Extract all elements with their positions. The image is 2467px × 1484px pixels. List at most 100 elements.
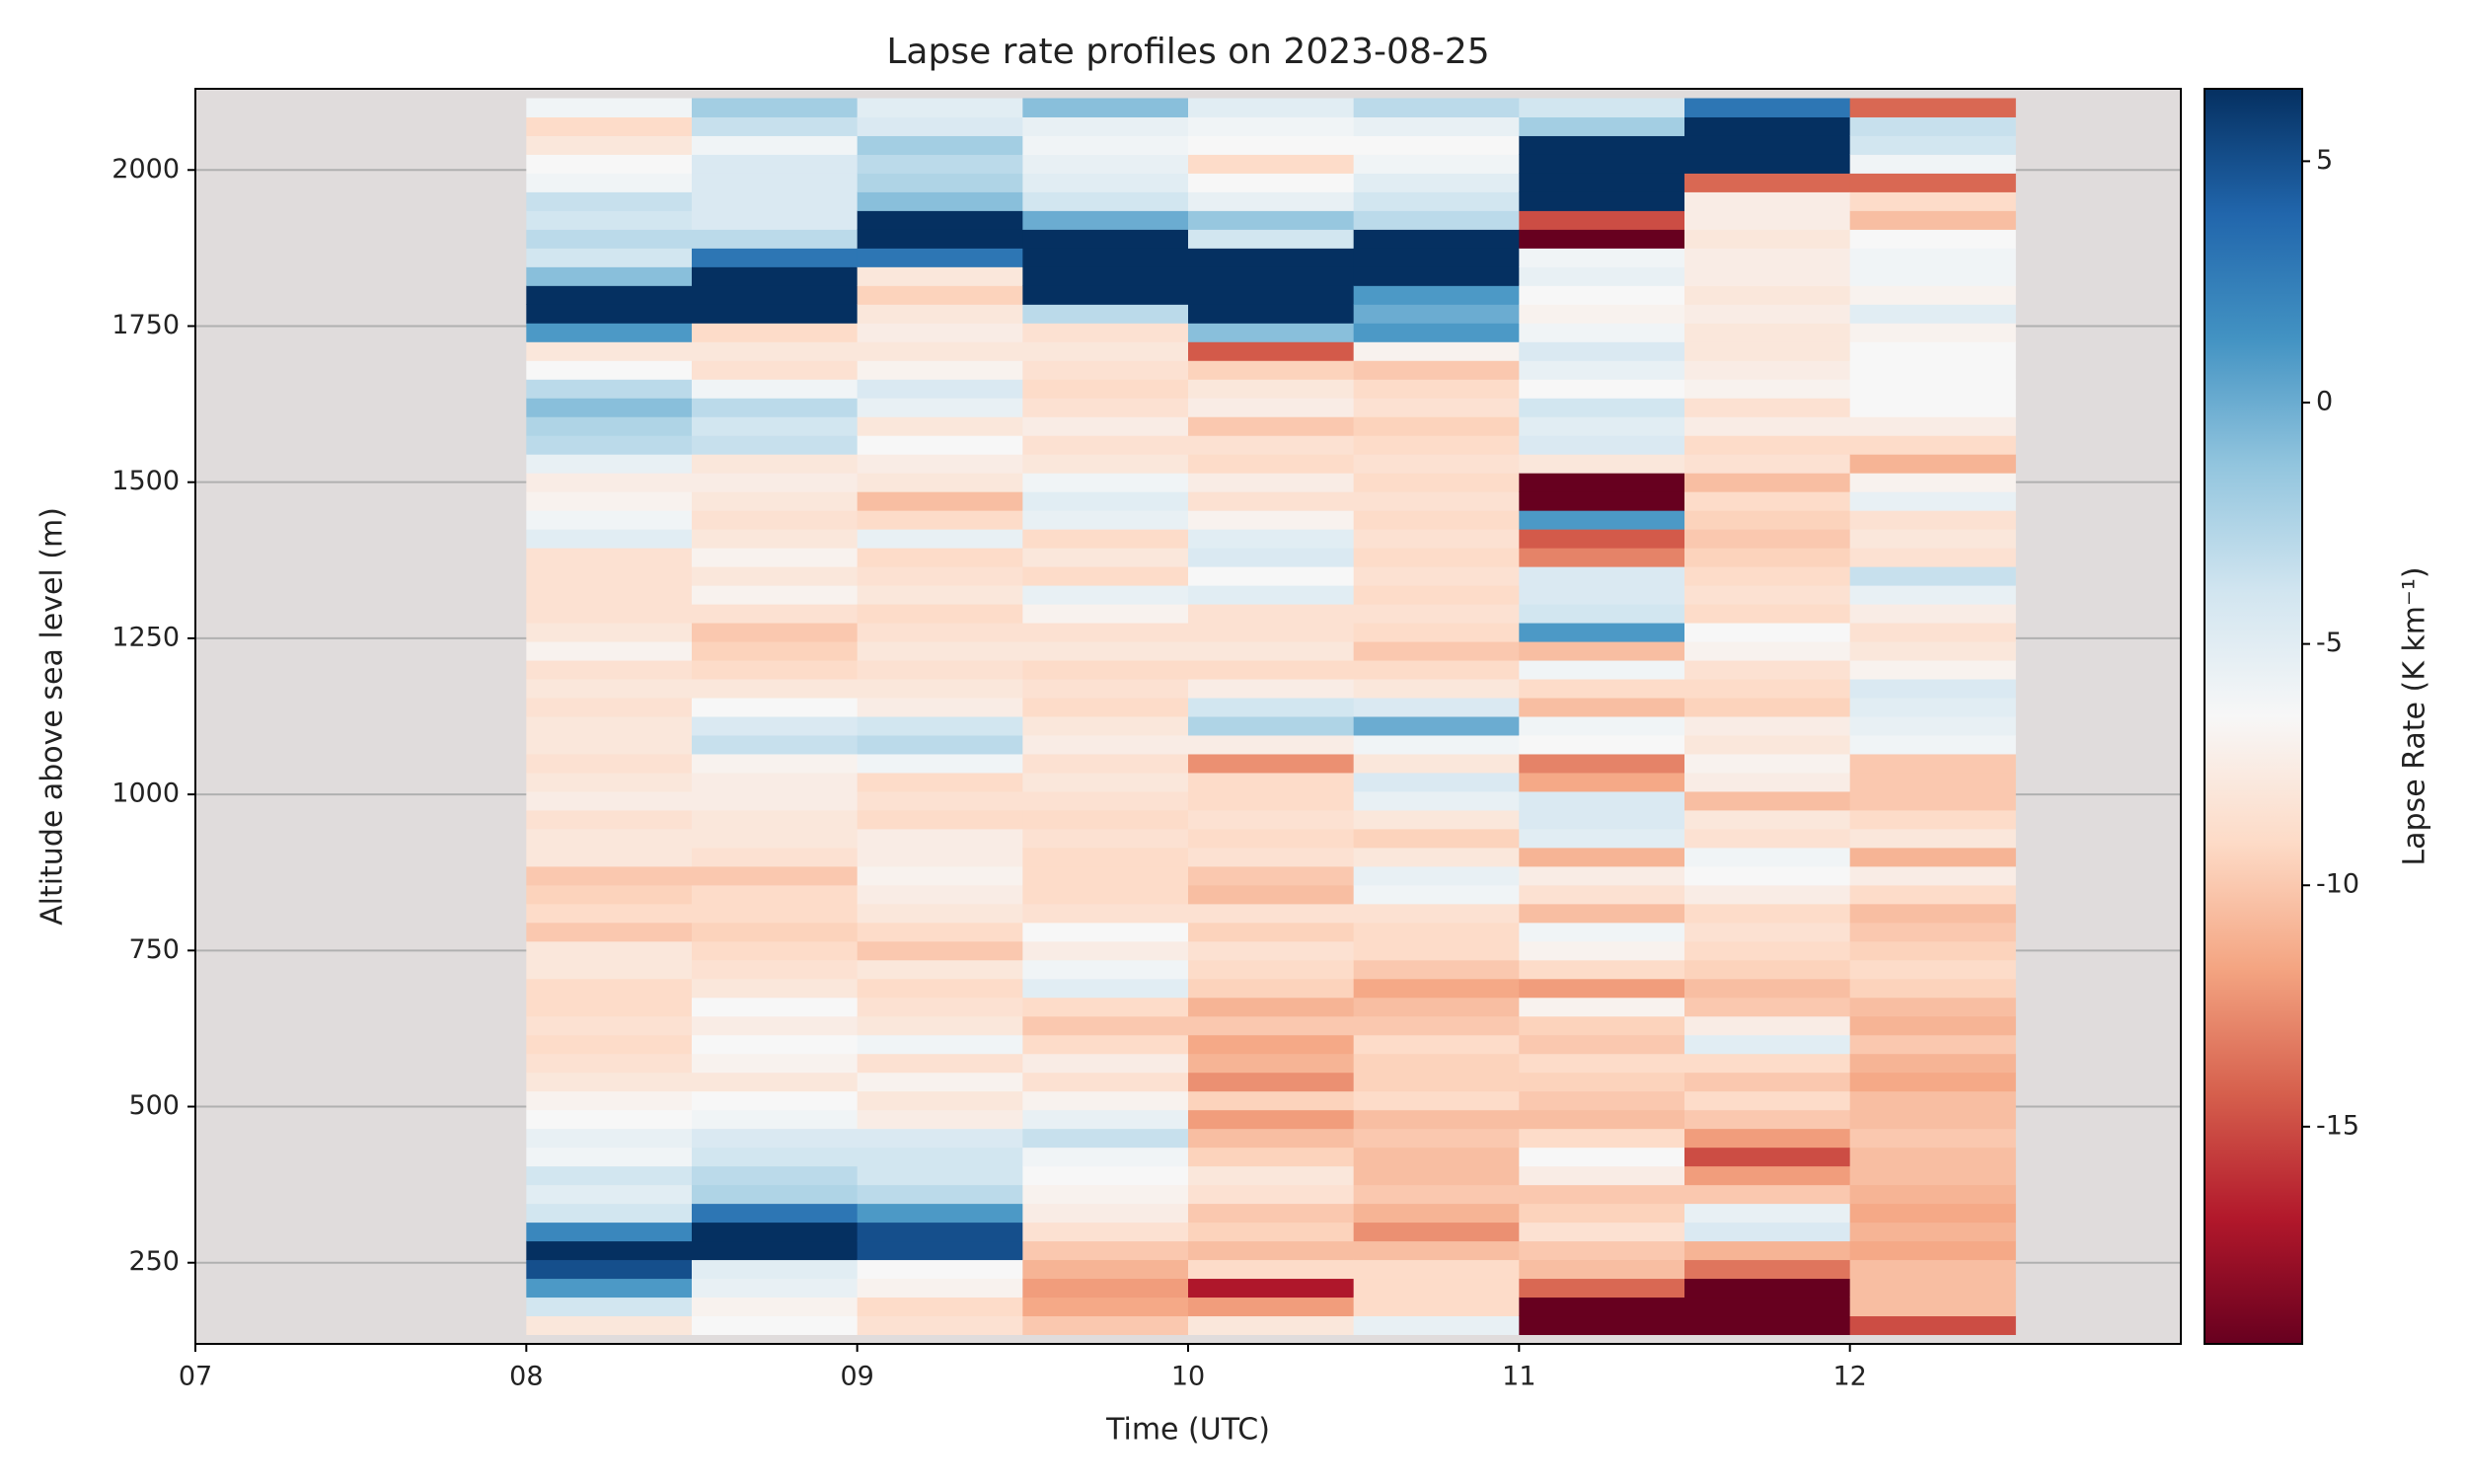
heatmap-cell xyxy=(1353,1053,1520,1074)
x-tick-label: 12 xyxy=(1832,1362,1866,1392)
heatmap-cell xyxy=(692,210,859,230)
heatmap-cell xyxy=(1519,604,1685,624)
heatmap-cell xyxy=(857,1147,1023,1167)
heatmap-cell xyxy=(1188,604,1355,624)
heatmap-cell xyxy=(1684,1278,1851,1298)
heatmap-cell xyxy=(1684,229,1851,249)
heatmap-cell xyxy=(1849,884,2016,905)
y-tick-label: 1250 xyxy=(112,622,180,652)
heatmap-cell xyxy=(1849,529,2016,549)
heatmap-cell xyxy=(692,398,859,417)
heatmap-cell xyxy=(1353,1315,1520,1336)
heatmap-cell xyxy=(526,679,693,699)
heatmap-cell xyxy=(526,285,693,305)
heatmap-cell xyxy=(1022,734,1189,755)
heatmap-cell xyxy=(526,1109,693,1130)
heatmap-cell xyxy=(1519,548,1685,567)
heatmap-cell xyxy=(692,790,859,811)
heatmap-cell xyxy=(692,1315,859,1336)
heatmap-cell xyxy=(526,529,693,549)
heatmap-cell xyxy=(1188,360,1355,380)
heatmap-cell xyxy=(1353,135,1520,155)
heatmap-cell xyxy=(692,959,859,980)
colorbar-tick-label: -15 xyxy=(2316,1110,2359,1141)
heatmap-cell xyxy=(692,248,859,267)
heatmap-cell xyxy=(1519,790,1685,811)
heatmap-cell xyxy=(1022,585,1189,605)
heatmap-cell xyxy=(1353,1278,1520,1298)
heatmap-cell xyxy=(526,865,693,886)
heatmap-cell xyxy=(1519,1222,1685,1242)
heatmap-cell xyxy=(1684,548,1851,567)
heatmap-cell xyxy=(857,266,1023,286)
heatmap-cell xyxy=(1022,1015,1189,1036)
heatmap-cell xyxy=(1849,416,2016,436)
y-tick-label: 2000 xyxy=(112,154,180,185)
heatmap-cell xyxy=(1353,1015,1520,1036)
heatmap-cell xyxy=(526,828,693,849)
heatmap-cell xyxy=(1684,772,1851,792)
heatmap-cell xyxy=(1022,959,1189,980)
heatmap-cell xyxy=(1849,1015,2016,1036)
heatmap-cell xyxy=(1849,828,2016,849)
heatmap-cell xyxy=(1022,679,1189,699)
heatmap-cell xyxy=(857,660,1023,680)
heatmap-cell xyxy=(1849,679,2016,699)
heatmap-cell xyxy=(1353,1090,1520,1111)
heatmap-cell xyxy=(1353,1128,1520,1149)
heatmap-cell xyxy=(1684,1203,1851,1224)
heatmap-cell xyxy=(692,1259,859,1280)
heatmap-cell xyxy=(1519,229,1685,249)
heatmap-cell xyxy=(1519,1109,1685,1130)
heatmap-cell xyxy=(1353,772,1520,792)
heatmap-cell xyxy=(692,416,859,436)
heatmap-cell xyxy=(1353,1165,1520,1186)
heatmap-cell xyxy=(1353,1034,1520,1055)
heatmap-cell xyxy=(1188,116,1355,136)
heatmap-cell xyxy=(1353,604,1520,624)
heatmap-cell xyxy=(1849,435,2016,455)
heatmap-cell xyxy=(1684,173,1851,192)
heatmap-cell xyxy=(1022,435,1189,455)
heatmap-cell xyxy=(857,229,1023,249)
heatmap-cell xyxy=(692,473,859,492)
heatmap-cell xyxy=(1849,753,2016,774)
heatmap-cell xyxy=(857,323,1023,342)
heatmap-cell xyxy=(1188,809,1355,830)
heatmap-cell xyxy=(692,1222,859,1242)
heatmap-cell xyxy=(857,435,1023,455)
heatmap-cell xyxy=(1188,997,1355,1017)
heatmap-cell xyxy=(526,510,693,530)
heatmap-cell xyxy=(526,1128,693,1149)
heatmap-cell xyxy=(1188,510,1355,530)
heatmap-cell xyxy=(526,248,693,267)
y-axis-label: Altitude above sea level (m) xyxy=(36,507,70,926)
heatmap-cell xyxy=(1353,491,1520,511)
heatmap-cell xyxy=(1188,847,1355,867)
heatmap-cell xyxy=(526,266,693,286)
heatmap-cell xyxy=(692,978,859,999)
heatmap-cell xyxy=(1188,1147,1355,1167)
heatmap-cell xyxy=(526,1053,693,1074)
heatmap-cell xyxy=(692,753,859,774)
heatmap-cell xyxy=(1849,978,2016,999)
heatmap-cell xyxy=(526,809,693,830)
heatmap-cell xyxy=(1353,698,1520,717)
heatmap-cell xyxy=(857,772,1023,792)
heatmap-cell xyxy=(1849,903,2016,924)
heatmap-cell xyxy=(692,679,859,699)
heatmap-cell xyxy=(1519,1034,1685,1055)
heatmap-cell xyxy=(1849,1128,2016,1149)
heatmap-cell xyxy=(1188,1034,1355,1055)
heatmap-cell xyxy=(1849,135,2016,155)
heatmap-cell xyxy=(1188,341,1355,361)
heatmap-cell xyxy=(857,173,1023,192)
chart-title: Lapse rate profiles on 2023-08-25 xyxy=(886,32,1489,72)
heatmap-cell xyxy=(1022,922,1189,942)
heatmap-cell xyxy=(1353,753,1520,774)
heatmap-cell xyxy=(1684,940,1851,961)
heatmap-cell xyxy=(1519,1128,1685,1149)
heatmap-cell xyxy=(1353,790,1520,811)
heatmap-cell xyxy=(857,529,1023,549)
heatmap-cell xyxy=(857,1259,1023,1280)
